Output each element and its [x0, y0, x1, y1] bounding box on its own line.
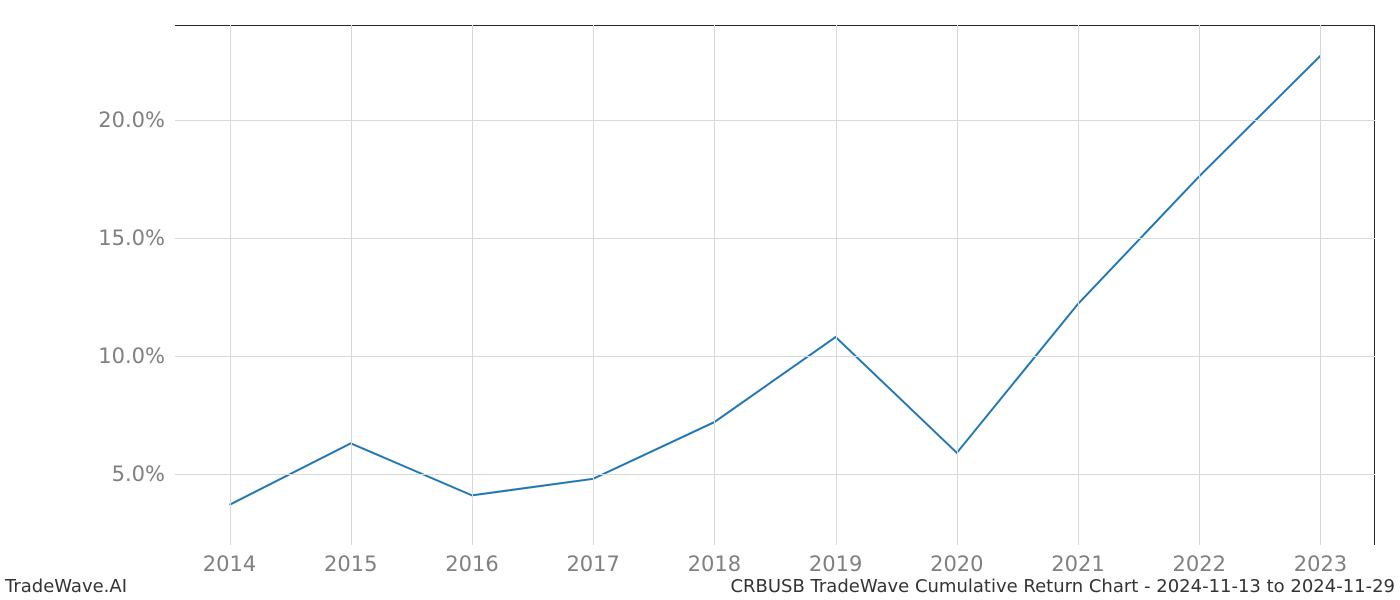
- x-tick-label: 2021: [1051, 552, 1104, 576]
- gridline-vertical: [1078, 25, 1079, 545]
- y-tick-label: 5.0%: [112, 462, 165, 486]
- x-tick-label: 2017: [566, 552, 619, 576]
- gridline-vertical: [593, 25, 594, 545]
- x-tick-label: 2022: [1173, 552, 1226, 576]
- gridline-vertical: [230, 25, 231, 545]
- gridline-vertical: [351, 25, 352, 545]
- x-tick-label: 2018: [688, 552, 741, 576]
- gridline-horizontal: [175, 120, 1375, 121]
- gridline-vertical: [836, 25, 837, 545]
- y-tick-label: 10.0%: [98, 344, 165, 368]
- gridline-vertical: [1199, 25, 1200, 545]
- gridline-vertical: [714, 25, 715, 545]
- x-tick-label: 2014: [203, 552, 256, 576]
- x-tick-label: 2016: [445, 552, 498, 576]
- footer-left-text: TradeWave.AI: [5, 576, 127, 597]
- y-tick-label: 15.0%: [98, 226, 165, 250]
- gridline-horizontal: [175, 474, 1375, 475]
- x-tick-label: 2015: [324, 552, 377, 576]
- line-series-svg: [175, 25, 1375, 545]
- gridline-vertical: [472, 25, 473, 545]
- gridline-vertical: [1320, 25, 1321, 545]
- x-tick-label: 2023: [1294, 552, 1347, 576]
- footer-right-text: CRBUSB TradeWave Cumulative Return Chart…: [730, 576, 1395, 597]
- chart-plot-area: [175, 25, 1375, 545]
- x-tick-label: 2019: [809, 552, 862, 576]
- x-tick-label: 2020: [930, 552, 983, 576]
- y-tick-label: 20.0%: [98, 108, 165, 132]
- gridline-horizontal: [175, 238, 1375, 239]
- gridline-horizontal: [175, 356, 1375, 357]
- gridline-vertical: [957, 25, 958, 545]
